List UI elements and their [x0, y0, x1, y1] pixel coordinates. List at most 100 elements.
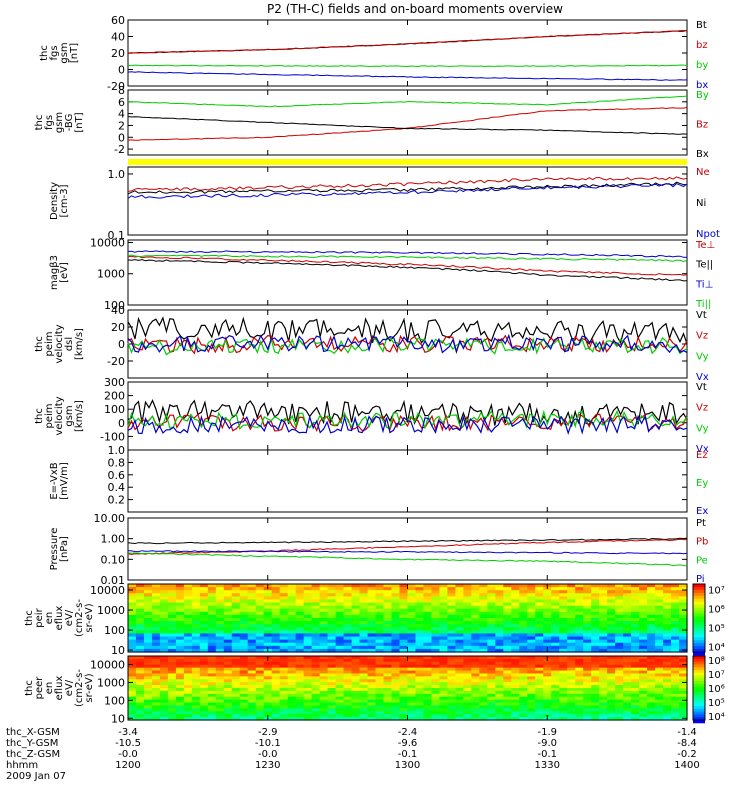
spectrogram-cell [623, 596, 632, 601]
spectrogram-cell [335, 696, 345, 701]
spectrogram-cell [423, 605, 433, 610]
spectrogram-cell [263, 627, 273, 631]
spectrogram-cell [183, 621, 193, 625]
spectrogram-cell [343, 587, 353, 591]
spectrogram-cell [399, 667, 409, 672]
spectrogram-cell [439, 656, 449, 660]
spectrogram-cell [239, 667, 249, 672]
spectrogram-cell [631, 630, 640, 635]
spectrogram-cell [487, 648, 496, 653]
spectrogram-cell [351, 602, 361, 607]
spectrogram-cell [479, 584, 488, 588]
series-line-bz [127, 106, 688, 141]
spectrogram-cell [447, 618, 457, 622]
spectrogram-cell [615, 679, 624, 683]
spectrogram-cell [663, 584, 672, 588]
spectrogram-cell [623, 696, 632, 701]
spectrogram-cell [143, 590, 153, 594]
spectrogram-cell [471, 648, 480, 653]
spectrogram-cell [143, 587, 153, 591]
spectrogram-cell [671, 656, 680, 660]
spectrogram-cell [319, 688, 329, 692]
spectrogram-cell [247, 708, 257, 712]
spectrogram-cell [215, 702, 225, 707]
spectrogram-cell [583, 682, 592, 686]
spectrogram-cell [343, 630, 353, 635]
spectrogram-cell [175, 633, 185, 638]
spectrogram-cell [207, 608, 217, 613]
spectrogram-cell [631, 621, 640, 625]
spectrogram-cell [623, 658, 632, 663]
spectrogram-cell [167, 699, 177, 704]
spectrogram-cell [623, 648, 632, 653]
spectrogram-cell [519, 584, 528, 588]
spectrogram-cell [231, 590, 241, 594]
spectrogram-cell [199, 664, 209, 669]
spectrogram-cell [575, 642, 584, 647]
spectrogram-cell [599, 717, 608, 721]
spectrogram-cell [407, 717, 417, 721]
xaxis-row-value: -2.9 [258, 727, 278, 738]
spectrogram-cell [631, 717, 640, 721]
y-axis-label: thc peim velocity gsm [km/s] [34, 396, 85, 435]
spectrogram-cell [271, 611, 281, 616]
spectrogram-cell [535, 636, 544, 641]
spectrogram-cell [279, 584, 289, 588]
spectrogram-cell [343, 673, 353, 677]
spectrogram-cell [191, 711, 201, 715]
spectrogram-cell [631, 596, 640, 601]
spectrogram-cell [551, 648, 560, 653]
spectrogram-cell [287, 679, 297, 683]
spectrogram-cell [231, 602, 241, 607]
spectrogram-cell [287, 693, 297, 698]
spectrogram-cell [527, 711, 536, 715]
spectrogram-cell [128, 688, 137, 692]
spectrogram-cell [439, 690, 449, 695]
spectrogram-cell [607, 699, 616, 704]
spectrogram-cell [367, 608, 377, 613]
spectrogram-cell [535, 705, 544, 709]
spectrogram-cell [143, 708, 153, 712]
spectrogram-cell [151, 605, 161, 610]
colorbar-tick-label: 10⁷ [708, 670, 725, 681]
spectrogram-cell [399, 696, 409, 701]
spectrogram-cell [311, 648, 321, 653]
spectrogram-cell [535, 618, 544, 622]
spectrogram-cell [407, 679, 417, 683]
spectrogram-cell [671, 685, 680, 689]
spectrogram-cell [551, 627, 560, 631]
spectrogram-cell [159, 673, 169, 677]
spectrogram-cell [407, 605, 417, 610]
spectrogram-cell [128, 593, 137, 597]
spectrogram-cell [655, 658, 664, 663]
spectrogram-cell [599, 614, 608, 619]
spectrogram-cell [671, 679, 680, 683]
spectrogram-cell [383, 593, 393, 597]
spectrogram-cell [527, 587, 536, 591]
spectrogram-cell [351, 711, 361, 715]
spectrogram-cell [631, 693, 640, 698]
spectrogram-cell [279, 605, 289, 610]
spectrogram-cell [431, 658, 441, 663]
spectrogram-cell [591, 630, 600, 635]
spectrogram-cell [359, 596, 369, 601]
spectrogram-cell [399, 645, 409, 650]
y-tick-label: 10 [111, 644, 125, 657]
spectrogram-cell [487, 593, 496, 597]
spectrogram-cell [455, 611, 464, 616]
legend-vx: Vx [696, 372, 709, 383]
spectrogram-cell [343, 636, 353, 641]
spectrogram-cell [151, 708, 161, 712]
spectrogram-cell [679, 690, 688, 695]
spectrogram-cell [207, 661, 217, 666]
spectrogram-cell [343, 621, 353, 625]
spectrogram-cell [639, 599, 648, 604]
spectrogram-cell [639, 642, 648, 647]
spectrogram-cell [135, 608, 145, 613]
spectrogram-cell [671, 642, 680, 647]
spectrogram-cell [623, 690, 632, 695]
spectrogram-cell [423, 587, 433, 591]
spectrogram-cell [599, 673, 608, 677]
spectrogram-cell [399, 648, 409, 653]
